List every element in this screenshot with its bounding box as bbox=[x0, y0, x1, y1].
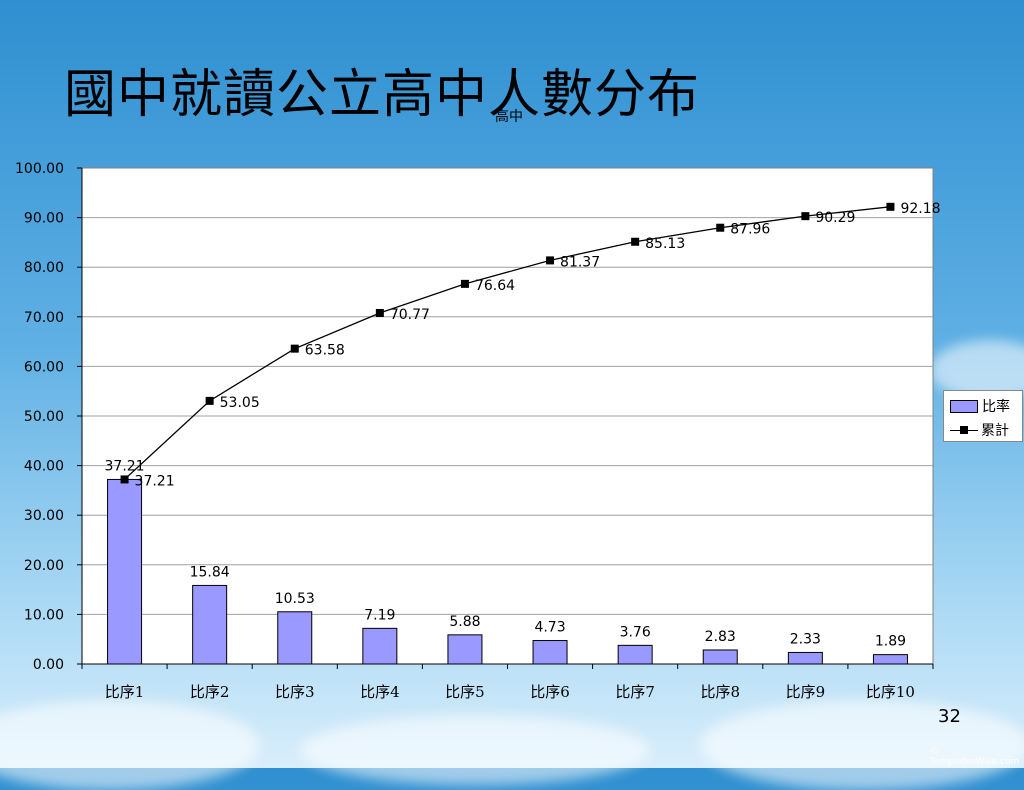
line-data-label: 90.29 bbox=[815, 210, 855, 226]
x-tick-label: 比序7 bbox=[615, 683, 655, 701]
y-tick-label: 20.00 bbox=[24, 558, 64, 574]
bar-data-label: 1.89 bbox=[875, 634, 906, 650]
line-marker bbox=[205, 396, 214, 405]
line-data-label: 76.64 bbox=[475, 278, 515, 294]
legend-item-line: 累計 bbox=[950, 420, 1009, 440]
line-marker bbox=[460, 279, 469, 288]
bar-data-label: 2.33 bbox=[790, 631, 821, 647]
bar bbox=[277, 611, 313, 665]
line-data-label: 81.37 bbox=[560, 254, 600, 270]
bar-data-label: 15.84 bbox=[190, 564, 230, 580]
y-tick-label: 100.00 bbox=[15, 161, 64, 177]
y-tick-label: 80.00 bbox=[24, 260, 64, 276]
legend-label: 累計 bbox=[981, 423, 1009, 439]
bar bbox=[192, 584, 228, 665]
line-data-label: 70.77 bbox=[390, 307, 430, 323]
bar bbox=[532, 640, 568, 665]
y-tick-label: 30.00 bbox=[24, 508, 64, 524]
page-number: 32 bbox=[938, 706, 961, 727]
chart-legend: 比率 累計 bbox=[943, 390, 1023, 442]
x-tick-label: 比序3 bbox=[275, 683, 315, 701]
legend-item-bar: 比率 bbox=[950, 396, 1010, 416]
x-tick-label: 比序10 bbox=[866, 683, 915, 701]
x-tick-label: 比序4 bbox=[360, 683, 400, 701]
slide-title: 國中就讀公立高中人數分布 bbox=[64, 65, 701, 125]
x-tick-label: 比序2 bbox=[190, 683, 230, 701]
y-tick-label: 10.00 bbox=[24, 607, 64, 623]
y-tick-label: 70.00 bbox=[24, 310, 64, 326]
line-marker bbox=[716, 223, 725, 232]
x-tick-label: 比序8 bbox=[700, 683, 740, 701]
pareto-chart: 0.00 10.00 20.00 30.00 40.00 50.00 60.00 70.00 8… bbox=[15, 161, 941, 701]
x-tick-label: 比序6 bbox=[530, 683, 570, 701]
line-data-label: 63.58 bbox=[305, 343, 345, 359]
x-tick-label: 比序5 bbox=[445, 683, 485, 701]
line-data-label: 87.96 bbox=[730, 222, 770, 238]
bar bbox=[702, 649, 738, 665]
line-marker bbox=[801, 212, 810, 221]
y-tick-label: 60.00 bbox=[24, 359, 64, 375]
bar bbox=[787, 651, 823, 665]
slide-subtitle: 高中 bbox=[495, 109, 523, 125]
y-tick-label: 50.00 bbox=[24, 409, 64, 425]
bar-data-label: 10.53 bbox=[275, 591, 315, 607]
y-tick-label: 40.00 bbox=[24, 459, 64, 475]
legend-label: 比率 bbox=[982, 399, 1010, 415]
line-marker bbox=[631, 237, 640, 246]
cumulative-line bbox=[124, 206, 891, 480]
legend-line-swatch bbox=[950, 424, 978, 436]
line-data-label: 85.13 bbox=[645, 236, 685, 252]
bar bbox=[107, 478, 143, 665]
line-marker bbox=[375, 308, 384, 317]
bar-data-label: 3.76 bbox=[620, 624, 651, 640]
bar bbox=[872, 654, 908, 665]
bar-data-label: 5.88 bbox=[449, 614, 480, 630]
line-data-label: 92.18 bbox=[900, 201, 940, 217]
y-tick-label: 0.00 bbox=[33, 657, 64, 673]
bar bbox=[447, 634, 483, 665]
x-tick-label: 比序9 bbox=[786, 683, 826, 701]
template-credit: © TemplatesWise.com bbox=[930, 747, 1020, 767]
bar-data-label: 2.83 bbox=[705, 629, 736, 645]
line-marker bbox=[120, 475, 129, 484]
bar bbox=[617, 644, 653, 665]
bar bbox=[362, 627, 398, 665]
y-tick-label: 90.00 bbox=[24, 211, 64, 227]
line-data-label: 53.05 bbox=[220, 395, 260, 411]
line-marker bbox=[546, 256, 555, 265]
legend-bar-swatch bbox=[950, 399, 978, 413]
x-tick-label: 比序1 bbox=[105, 683, 145, 701]
line-data-label: 37.21 bbox=[135, 473, 175, 489]
bar-data-label: 4.73 bbox=[534, 620, 565, 636]
line-marker bbox=[290, 344, 299, 353]
bar-data-label: 7.19 bbox=[364, 607, 395, 623]
line-marker bbox=[886, 202, 895, 211]
